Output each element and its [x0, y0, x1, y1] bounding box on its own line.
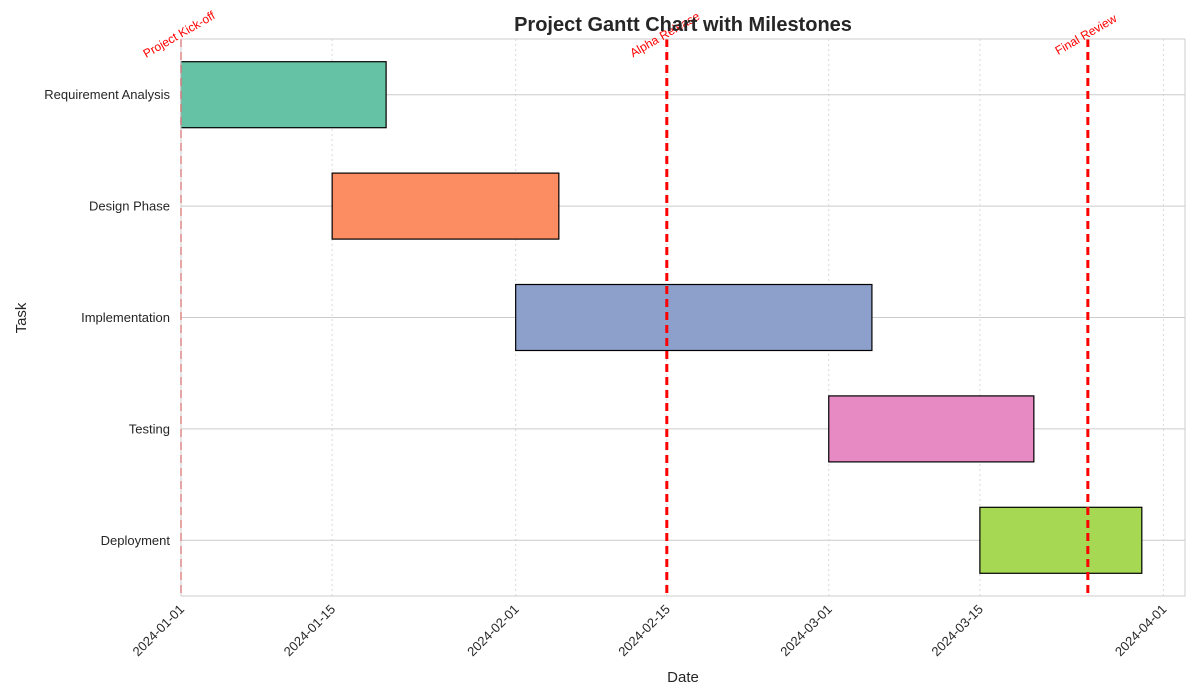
- task-bar: [828, 395, 1035, 463]
- y-tick-label: Deployment: [101, 533, 171, 548]
- milestone-label: Project Kick-off: [141, 8, 218, 61]
- x-tick-label: 2024-01-15: [281, 602, 339, 660]
- x-tick-label: 2024-01-01: [129, 602, 187, 660]
- task-bar: [515, 283, 873, 352]
- x-tick-label: 2024-03-01: [777, 602, 835, 660]
- task-bar: [331, 172, 560, 240]
- chart-title: Project Gantt Chart with Milestones: [514, 14, 852, 36]
- x-tick-labels: 2024-01-01 2024-01-15 2024-02-01 2024-02-15…: [129, 602, 1169, 660]
- plot-frame: [180, 38, 1186, 597]
- y-tick-label: Implementation: [81, 310, 170, 325]
- y-tick-labels: Requirement Analysis Design Phase Implemen…: [44, 87, 170, 548]
- x-axis-label: Date: [667, 669, 699, 686]
- x-tick-label: 2024-03-15: [928, 602, 986, 660]
- task-bars: [180, 61, 1143, 574]
- y-axis-label: Task: [13, 302, 30, 333]
- task-bar: [180, 61, 387, 129]
- task-bar: [979, 506, 1143, 574]
- milestone-label: Final Review: [1053, 11, 1120, 58]
- y-tick-label: Testing: [129, 421, 170, 436]
- x-tick-label: 2024-04-01: [1112, 602, 1170, 660]
- y-tick-label: Requirement Analysis: [44, 87, 170, 102]
- y-tick-label: Design Phase: [89, 199, 170, 214]
- x-tick-label: 2024-02-15: [615, 602, 673, 660]
- x-tick-label: 2024-02-01: [464, 602, 522, 660]
